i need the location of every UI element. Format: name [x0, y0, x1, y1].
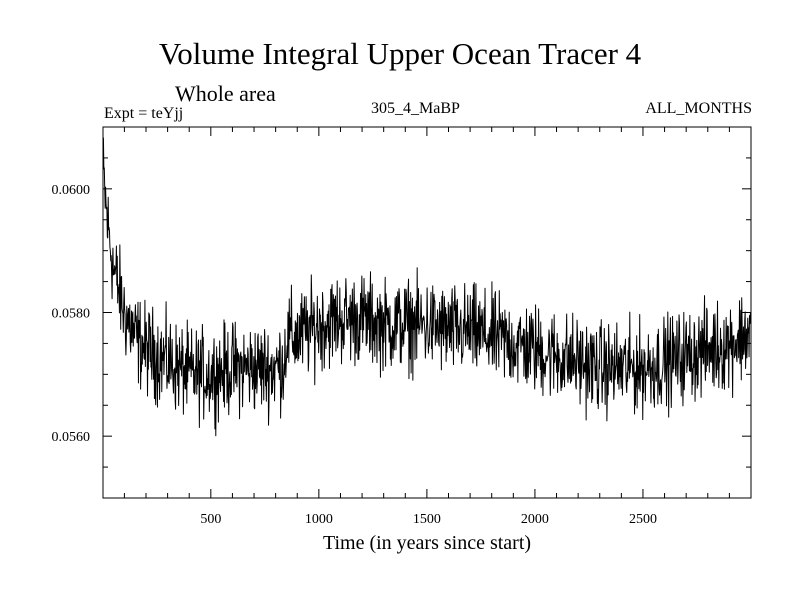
x-axis-label: Time (in years since start)	[322, 532, 532, 554]
chart-title: Volume Integral Upper Ocean Tracer 4	[158, 36, 642, 71]
series-line	[102, 137, 752, 437]
y-tick-label: 0.0560	[52, 430, 91, 445]
x-tick-label: 500	[200, 512, 221, 527]
y-tick-label: 0.0600	[52, 183, 91, 198]
chart-subtitle: Whole area	[175, 81, 276, 106]
x-tick-label: 1500	[413, 512, 441, 527]
axis-ticks: 500 1000 1500 2000 2500 0.0560 0.0580 0.0600	[52, 126, 751, 527]
x-tick-label: 2000	[521, 512, 549, 527]
x-tick-label: 2500	[629, 512, 657, 527]
run-label: 305_4_MaBP	[371, 100, 460, 117]
experiment-label: Expt = teYjj	[104, 105, 184, 122]
months-label: ALL_MONTHS	[645, 100, 752, 117]
y-tick-label: 0.0580	[52, 307, 91, 322]
x-tick-label: 1000	[305, 512, 333, 527]
series-layer	[102, 137, 752, 437]
